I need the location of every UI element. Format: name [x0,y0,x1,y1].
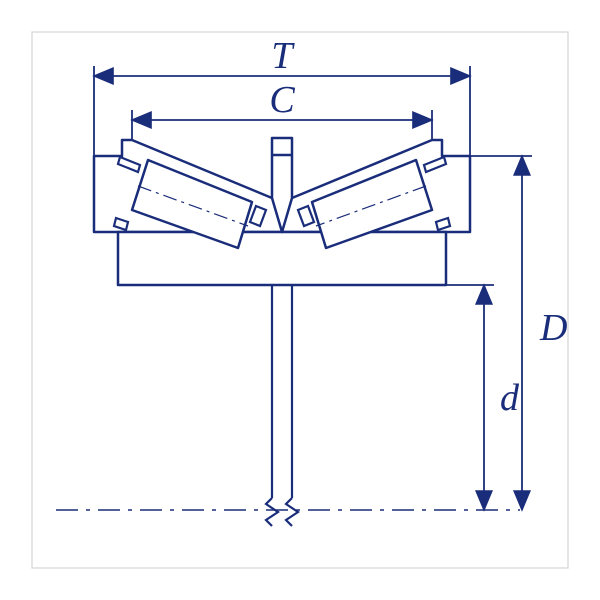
inner-race [118,232,446,285]
label-d: d [500,377,520,419]
label-C: C [269,79,295,121]
label-D: D [539,307,567,349]
frame [32,32,568,568]
bearing-section-diagram: T C D d [0,0,600,600]
dimension-D [470,156,532,510]
break-lines [266,285,298,526]
label-T: T [271,35,295,77]
dimension-d [446,285,494,510]
